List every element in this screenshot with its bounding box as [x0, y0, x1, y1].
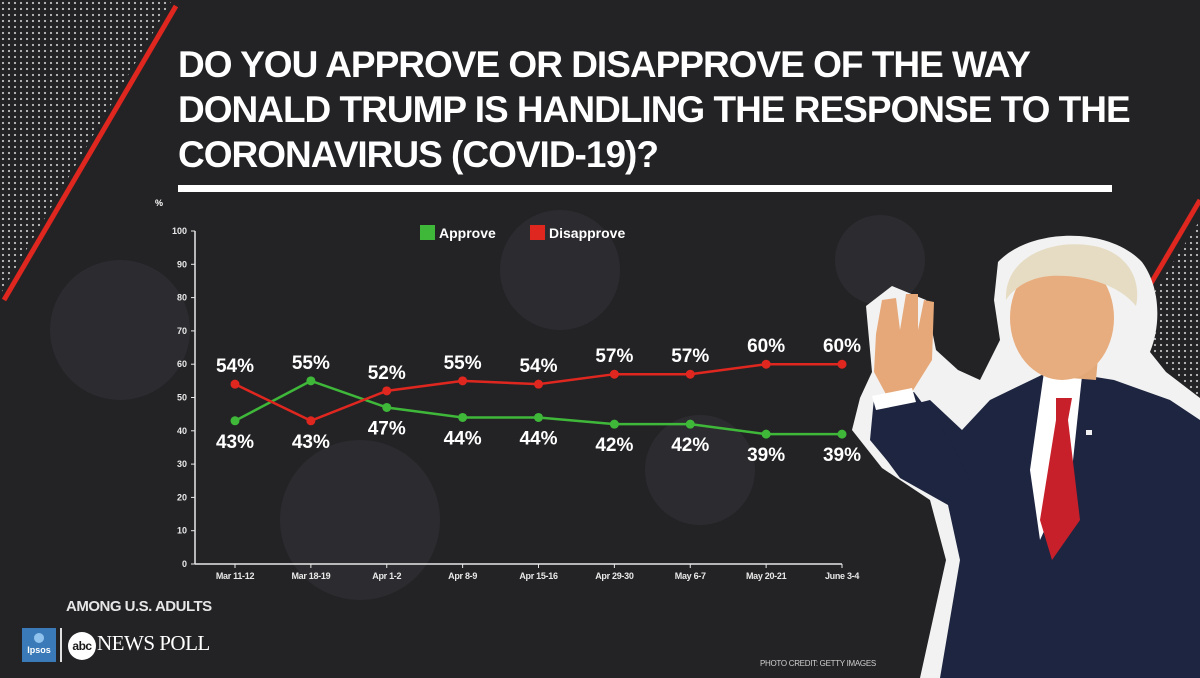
series-layer [230, 359, 847, 439]
data-label-approve: 43% [216, 432, 254, 453]
data-point-disapprove [685, 369, 695, 379]
data-label-disapprove: 57% [671, 346, 709, 367]
y-axis-unit: % [155, 198, 163, 208]
data-label-approve: 47% [368, 418, 406, 439]
data-label-disapprove: 57% [595, 346, 633, 367]
x-tick-label: Apr 15-16 [519, 571, 558, 581]
ipsos-logo-text: Ipsos [27, 645, 51, 655]
data-point-approve [382, 402, 392, 412]
data-label-approve: 39% [747, 445, 785, 466]
news-poll-wordmark: NEWS POLL [97, 631, 210, 655]
data-point-approve [837, 429, 847, 439]
data-point-disapprove [458, 376, 468, 386]
data-point-disapprove [230, 379, 240, 389]
data-point-disapprove [306, 416, 316, 426]
data-label-disapprove: 54% [519, 356, 557, 377]
ipsos-logo-mark [34, 633, 44, 643]
y-tick-label: 100 [172, 226, 187, 236]
x-tick-label: Apr 8-9 [448, 571, 477, 581]
face [1010, 256, 1114, 380]
shirt-cuff [872, 388, 916, 410]
y-tick-label: 10 [177, 526, 187, 536]
subtitle: AMONG U.S. ADULTS [66, 598, 212, 615]
data-point-disapprove [761, 359, 771, 369]
title-divider [178, 185, 1112, 192]
data-label-disapprove: 54% [216, 356, 254, 377]
data-point-approve [609, 419, 619, 429]
dot-pattern-right [1130, 220, 1200, 400]
page-title: DO YOU APPROVE OR DISAPPROVE OF THE WAY … [178, 44, 1131, 175]
data-label-disapprove: 60% [823, 336, 861, 357]
legend-label-approve: Approve [439, 225, 496, 241]
x-tick-label: June 3-4 [825, 571, 859, 581]
data-point-approve [306, 376, 316, 386]
ipsos-logo: Ipsos [22, 628, 56, 662]
data-point-approve [458, 412, 468, 422]
y-tick-label: 40 [177, 426, 187, 436]
chart-legend: Approve Disapprove [420, 225, 625, 241]
data-label-disapprove: 55% [444, 353, 482, 374]
legend-label-disapprove: Disapprove [549, 225, 625, 241]
x-tick-label: Apr 1-2 [372, 571, 401, 581]
data-point-disapprove [382, 386, 392, 396]
red-tie [1040, 398, 1080, 560]
raised-hand [874, 294, 934, 398]
y-tick-label: 50 [177, 393, 187, 403]
data-label-approve: 55% [292, 353, 330, 374]
y-tick-label: 70 [177, 326, 187, 336]
data-point-disapprove [534, 379, 543, 389]
data-labels: 43% 55% 47% 44% 44% 42% 42% 39% 39% 54% 43% 52% 55% 5… [216, 336, 861, 466]
data-label-approve: 39% [823, 445, 861, 466]
legend-swatch-disapprove [530, 225, 545, 240]
data-label-disapprove: 60% [747, 336, 785, 357]
data-point-approve [761, 429, 771, 439]
dot-pattern-topleft [0, 0, 172, 295]
data-label-approve: 44% [444, 428, 482, 449]
x-tick-label: Mar 18-19 [291, 571, 330, 581]
x-tick-label: Mar 11-12 [216, 571, 255, 581]
data-label-approve: 44% [519, 428, 557, 449]
chart-axes: 0 10 20 30 40 50 60 70 80 90 100 Mar 11-12 Mar 18-19… [172, 226, 860, 581]
y-tick-label: 30 [177, 459, 187, 469]
y-tick-label: 60 [177, 359, 187, 369]
x-tick-label: May 20-21 [746, 571, 787, 581]
data-point-approve [685, 419, 695, 429]
flag-pin-icon [1086, 430, 1092, 435]
y-tick-label: 0 [182, 559, 187, 569]
data-label-approve: 42% [595, 435, 633, 456]
suit-sleeve [870, 392, 970, 500]
data-point-disapprove [837, 359, 847, 369]
data-point-disapprove [609, 369, 619, 379]
legend-swatch-approve [420, 225, 435, 240]
y-tick-label: 80 [177, 293, 187, 303]
x-tick-label: May 6-7 [675, 571, 706, 581]
data-label-disapprove: 52% [368, 363, 406, 384]
data-label-approve: 42% [671, 435, 709, 456]
accent-stripe-right [1147, 198, 1200, 287]
data-label-disapprove: 43% [292, 432, 330, 453]
abc-logo: abc [68, 632, 96, 660]
y-tick-label: 90 [177, 259, 187, 269]
hair [1005, 244, 1138, 306]
x-tick-label: Apr 29-30 [595, 571, 634, 581]
accent-stripe-left [1, 4, 179, 302]
photo-credit: PHOTO CREDIT: GETTY IMAGES [760, 659, 876, 668]
y-tick-label: 20 [177, 492, 187, 502]
logo-divider [60, 628, 62, 662]
data-point-approve [534, 412, 543, 422]
data-point-approve [230, 416, 240, 426]
suit [872, 370, 1200, 678]
